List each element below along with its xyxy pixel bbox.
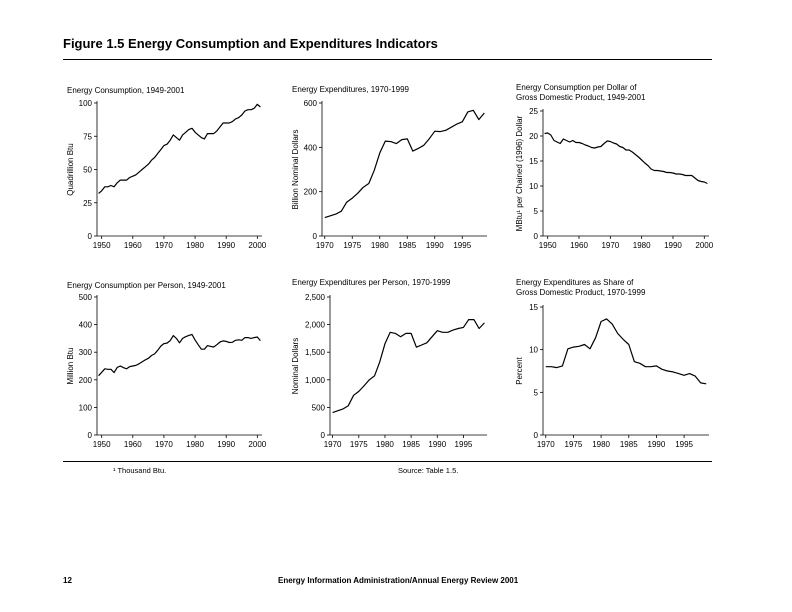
chart-5-series-line <box>332 319 485 414</box>
chart-3-x-tick-label: 1960 <box>570 241 588 250</box>
chart-3-series-line <box>544 132 708 185</box>
chart-1-y-tick-label: 75 <box>83 132 92 141</box>
chart-2-y-tick-label: 200 <box>304 188 318 197</box>
chart-3-x-tick-label: 1980 <box>633 241 651 250</box>
chart-6-x-tick-label: 1970 <box>537 440 555 449</box>
chart-5-x-tick-label: 1985 <box>402 440 420 449</box>
chart-3-y-tick-label: 5 <box>534 207 539 216</box>
chart-3-y-tick-label: 20 <box>529 132 538 141</box>
chart-3-y-tick-label: 0 <box>534 232 539 241</box>
chart-3-x-tick-label: 1990 <box>664 241 682 250</box>
chart-2-series-line <box>324 109 485 219</box>
chart-6-y-tick-label: 15 <box>529 303 538 312</box>
chart-5-y-tick-label: 1,000 <box>305 376 326 385</box>
chart-4-x-tick-label: 1980 <box>186 440 204 449</box>
chart-6-y-label: Percent <box>515 356 524 384</box>
figure-title: Figure 1.5 Energy Consumption and Expend… <box>63 36 438 51</box>
chart-3-x-tick-label: 1950 <box>539 241 557 250</box>
chart-5-x-tick-label: 1995 <box>455 440 473 449</box>
chart-4-y-tick-label: 300 <box>79 348 93 357</box>
chart-1-y-tick-label: 100 <box>79 99 93 108</box>
chart-3-title: Energy Consumption per Dollar of Gross Do… <box>516 83 646 102</box>
chart-1-x-tick-label: 1980 <box>186 241 204 250</box>
chart-1-y-tick-label: 0 <box>88 232 93 241</box>
chart-3-y-tick-label: 15 <box>529 157 538 166</box>
chart-1-title: Energy Consumption, 1949-2001 <box>67 86 185 95</box>
chart-6-y-tick-label: 0 <box>534 431 539 440</box>
chart-3-y-tick-label: 25 <box>529 107 538 116</box>
chart-1-y-tick-label: 25 <box>83 199 92 208</box>
chart-1-series-line <box>98 103 261 194</box>
chart-5-y-tick-label: 0 <box>321 431 326 440</box>
footnote: ¹ Thousand Btu. <box>113 466 167 475</box>
chart-4-x-tick-label: 1950 <box>93 440 111 449</box>
chart-3-x-tick-label: 2000 <box>695 241 713 250</box>
chart-6-y-tick-label: 5 <box>534 388 539 397</box>
chart-1-y-tick-label: 50 <box>83 166 92 175</box>
chart-4-y-tick-label: 400 <box>79 321 93 330</box>
source-note: Source: Table 1.5. <box>398 466 459 475</box>
chart-2-y-tick-label: 400 <box>304 143 318 152</box>
chart-2-x-tick-label: 1975 <box>343 241 361 250</box>
chart-5-y-label: Nominal Dollars <box>291 338 300 394</box>
chart-6-x-tick-label: 1975 <box>565 440 583 449</box>
top-rule <box>63 59 712 60</box>
chart-4-y-tick-label: 500 <box>79 293 93 302</box>
chart-4-x-tick-label: 1990 <box>217 440 235 449</box>
chart-6-x-tick-label: 1980 <box>592 440 610 449</box>
chart-6-series-line <box>545 318 707 385</box>
chart-5-y-tick-label: 500 <box>312 403 326 412</box>
chart-2-y-tick-label: 600 <box>304 99 318 108</box>
chart-6-x-tick-label: 1995 <box>675 440 693 449</box>
chart-5-y-tick-label: 2,500 <box>305 293 326 302</box>
chart-4-x-tick-label: 1960 <box>124 440 142 449</box>
chart-4-y-tick-label: 0 <box>88 431 93 440</box>
chart-2-x-tick-label: 1995 <box>453 241 471 250</box>
chart-2-y-label: Billion Nominal Dollars <box>291 129 300 209</box>
running-footer: Energy Information Administration/Annual… <box>278 576 519 585</box>
chart-4-x-tick-label: 1970 <box>155 440 173 449</box>
chart-3-x-tick-label: 1970 <box>601 241 619 250</box>
chart-1-x-tick-label: 2000 <box>248 241 266 250</box>
chart-5-x-tick-label: 1980 <box>376 440 394 449</box>
chart-6-x-tick-label: 1990 <box>648 440 666 449</box>
chart-1-x-tick-label: 1990 <box>217 241 235 250</box>
chart-2-x-tick-label: 1970 <box>316 241 334 250</box>
chart-6-title: Energy Expenditures as Share of Gross Dom… <box>516 278 646 297</box>
chart-5-y-tick-label: 2,000 <box>305 321 326 330</box>
chart-1-y-label: Quadrillion Btu <box>66 143 75 195</box>
chart-1-x-tick-label: 1960 <box>124 241 142 250</box>
chart-4-x-tick-label: 2000 <box>248 440 266 449</box>
chart-1-x-tick-label: 1950 <box>93 241 111 250</box>
page-number: 12 <box>63 576 72 585</box>
chart-3-y-tick-label: 10 <box>529 182 538 191</box>
chart-2-x-tick-label: 1980 <box>371 241 389 250</box>
chart-4-y-tick-label: 200 <box>79 376 93 385</box>
chart-1-x-tick-label: 1970 <box>155 241 173 250</box>
chart-4-y-tick-label: 100 <box>79 403 93 412</box>
chart-6-x-tick-label: 1985 <box>620 440 638 449</box>
chart-5-y-tick-label: 1,500 <box>305 348 326 357</box>
chart-4-series-line <box>98 333 261 377</box>
chart-5-title: Energy Expenditures per Person, 1970-199… <box>292 278 451 287</box>
chart-2-x-tick-label: 1985 <box>398 241 416 250</box>
chart-2-title: Energy Expenditures, 1970-1999 <box>292 85 410 94</box>
chart-2-x-tick-label: 1990 <box>426 241 444 250</box>
chart-2-y-tick-label: 0 <box>313 232 318 241</box>
chart-5-x-tick-label: 1990 <box>428 440 446 449</box>
bottom-rule <box>63 461 712 462</box>
chart-4-y-label: Million Btu <box>66 348 75 385</box>
chart-3-y-label: MBtu¹ per Chained (1996) Dollar <box>515 115 524 231</box>
chart-6-y-tick-label: 10 <box>529 346 538 355</box>
chart-5-x-tick-label: 1970 <box>324 440 342 449</box>
chart-4-title: Energy Consumption per Person, 1949-2001 <box>67 281 226 290</box>
chart-5-x-tick-label: 1975 <box>350 440 368 449</box>
